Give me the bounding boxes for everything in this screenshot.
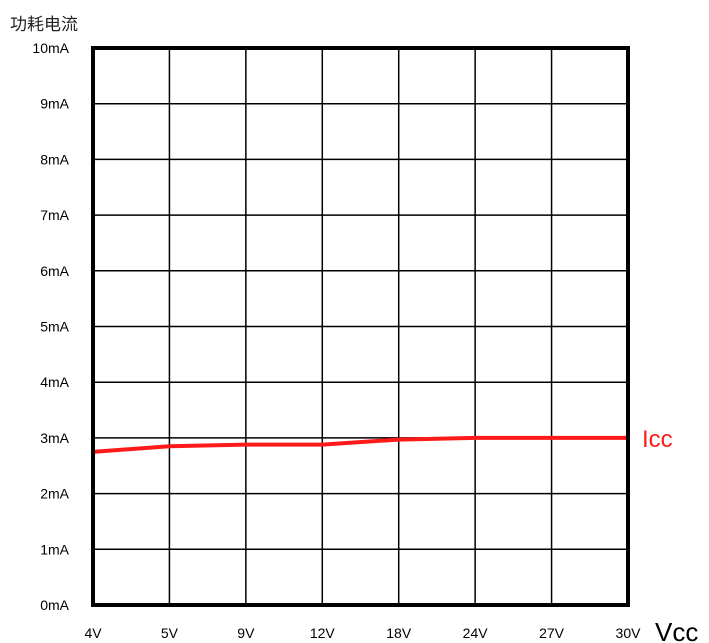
x-axis-ticks: 4V 5V 9V 12V 18V 24V 27V 30V — [84, 625, 641, 641]
x-tick-label: 9V — [237, 625, 255, 641]
data-point — [398, 439, 400, 441]
series-line-icc — [91, 435, 630, 454]
chart-title: 功耗电流 — [10, 15, 78, 35]
data-point — [474, 437, 476, 439]
series-layer: Icc — [91, 426, 673, 454]
x-tick-label: 18V — [386, 625, 412, 641]
y-tick-label: 3mA — [40, 430, 69, 446]
data-point — [321, 444, 323, 446]
x-tick-label: 5V — [161, 625, 179, 641]
y-tick-label: 5mA — [40, 319, 69, 335]
y-tick-label: 4mA — [40, 374, 69, 390]
x-tick-label: 24V — [463, 625, 489, 641]
y-axis-ticks: 0mA 1mA 2mA 3mA 4mA 5mA 6mA 7mA 8mA 9mA 10mA — [32, 40, 69, 613]
series-label: Icc — [642, 426, 673, 453]
y-tick-label: 10mA — [32, 40, 69, 56]
y-tick-label: 6mA — [40, 263, 69, 279]
x-tick-label: 30V — [616, 625, 642, 641]
y-tick-label: 9mA — [40, 96, 69, 112]
x-axis-label: Vcc — [655, 617, 698, 643]
data-point — [551, 437, 553, 439]
data-point — [168, 445, 170, 447]
y-tick-label: 2mA — [40, 486, 69, 502]
grid — [92, 47, 629, 606]
x-tick-label: 4V — [84, 625, 102, 641]
y-tick-label: 7mA — [40, 207, 69, 223]
x-tick-label: 27V — [539, 625, 565, 641]
y-tick-label: 1mA — [40, 541, 69, 557]
y-tick-label: 0mA — [40, 597, 69, 613]
plot-frame — [91, 46, 630, 607]
y-tick-label: 8mA — [40, 151, 69, 167]
data-point — [245, 444, 247, 446]
x-tick-label: 12V — [310, 625, 336, 641]
